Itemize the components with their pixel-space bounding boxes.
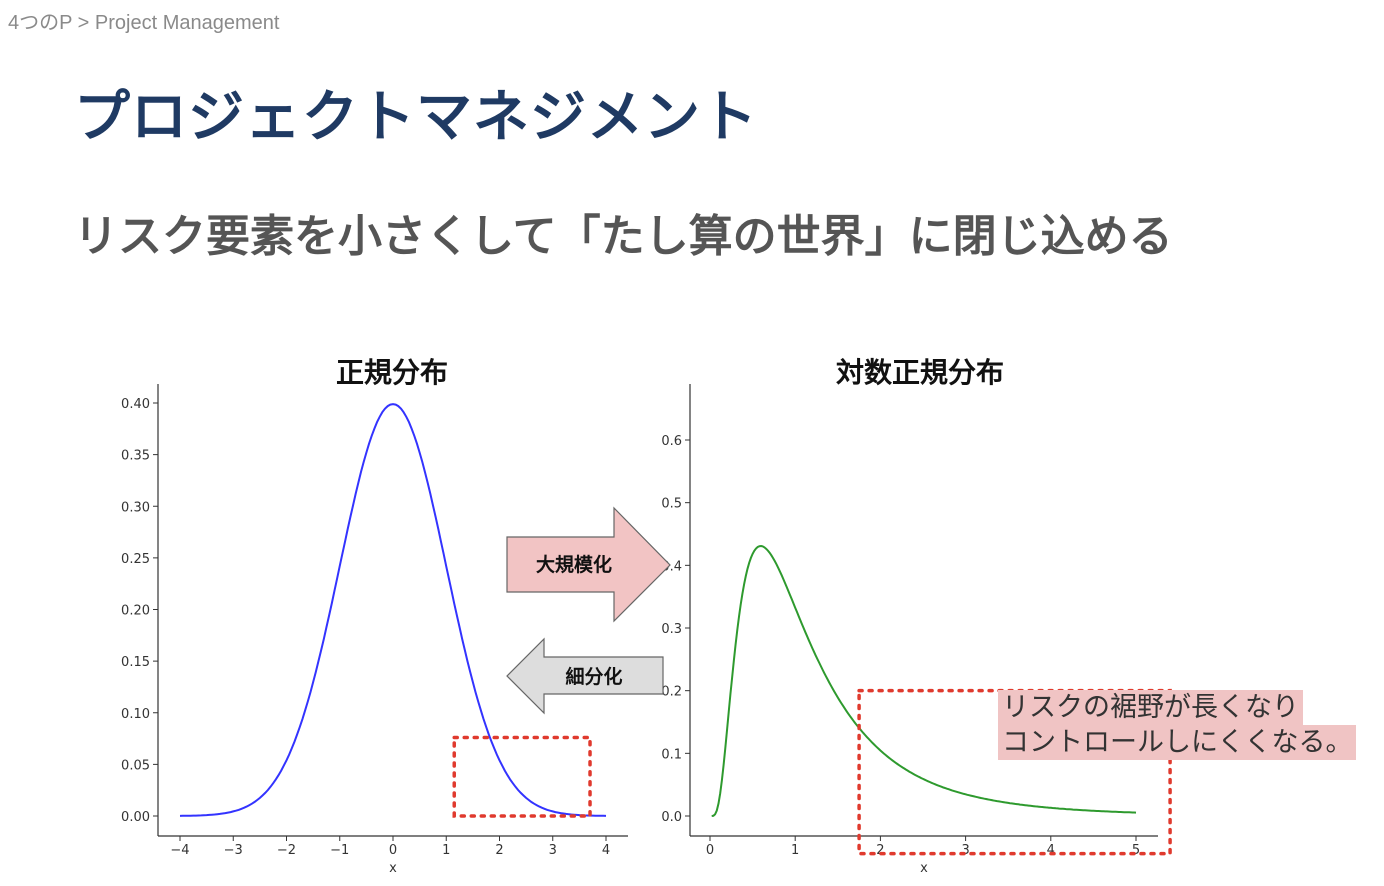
normal-x-tick-label: 1 <box>442 843 450 858</box>
normal-y-tick-label: 0.30 <box>121 500 150 515</box>
normal-x-tick-label: −3 <box>224 843 243 858</box>
callout-line-2: コントロールしにくくなる。 <box>998 725 1357 760</box>
lognormal-curve <box>711 544 1137 817</box>
normal-y-tick-label: 0.20 <box>121 604 150 619</box>
lognormal-tail-highlight <box>857 688 1172 856</box>
lognormal-x-tick-label: 2 <box>876 843 884 858</box>
lognormal-y-tick-label: 0.1 <box>661 747 682 762</box>
normal-y-tick-label: 0.15 <box>121 655 150 670</box>
slide-subtitle: リスク要素を小さくして「たし算の世界」に閉じ込める <box>74 211 1173 262</box>
normal-x-tick-label: −1 <box>330 843 349 858</box>
normal-tail-highlight <box>452 735 592 818</box>
lognormal-y-tick-label: 0.6 <box>661 434 682 449</box>
normal-y-tick-label: 0.05 <box>121 758 150 773</box>
lognormal-x-axis-label: x <box>920 861 928 876</box>
lognormal-x-tick-label: 0 <box>706 843 714 858</box>
normal-y-tick-label: 0.00 <box>121 810 150 825</box>
callout-line-1: リスクの裾野が長くなり <box>998 690 1303 725</box>
normal-curve <box>179 403 607 817</box>
normal-y-tick-label: 0.35 <box>121 449 150 464</box>
scale-up-label: 大規模化 <box>536 553 612 576</box>
risk-callout: リスクの裾野が長くなり コントロールしにくくなる。 <box>998 690 1368 760</box>
lognormal-x-tick-label: 1 <box>791 843 799 858</box>
breadcrumb[interactable]: 4つのP > Project Management <box>8 12 280 34</box>
subdivide-label: 細分化 <box>565 665 622 688</box>
normal-x-tick-label: 0 <box>389 843 397 858</box>
normal-x-tick-label: 4 <box>602 843 610 858</box>
normal-x-axis-label: x <box>389 861 397 876</box>
normal-y-tick-label: 0.40 <box>121 397 150 412</box>
lognormal-y-tick-label: 0.5 <box>661 497 682 512</box>
normal-x-tick-label: −2 <box>277 843 296 858</box>
lognormal-x-tick-label: 3 <box>961 843 969 858</box>
lognormal-y-tick-label: 0.3 <box>661 622 682 637</box>
lognormal-y-tick-label: 0.2 <box>661 685 682 700</box>
lognormal-chart-title: 対数正規分布 <box>836 356 1004 389</box>
normal-y-tick-label: 0.25 <box>121 552 150 567</box>
page-title: プロジェクトマネジメント <box>74 85 758 150</box>
subdivide-arrow <box>506 637 664 715</box>
normal-x-tick-label: 3 <box>549 843 557 858</box>
normal-x-tick-label: 2 <box>495 843 503 858</box>
scale-up-arrow <box>506 506 671 623</box>
normal-y-tick-label: 0.10 <box>121 707 150 722</box>
normal-chart-title: 正規分布 <box>336 356 448 389</box>
lognormal-x-tick-label: 4 <box>1047 843 1055 858</box>
lognormal-x-tick-label: 5 <box>1132 843 1140 858</box>
lognormal-y-tick-label: 0.0 <box>661 810 682 825</box>
normal-x-tick-label: −4 <box>170 843 189 858</box>
